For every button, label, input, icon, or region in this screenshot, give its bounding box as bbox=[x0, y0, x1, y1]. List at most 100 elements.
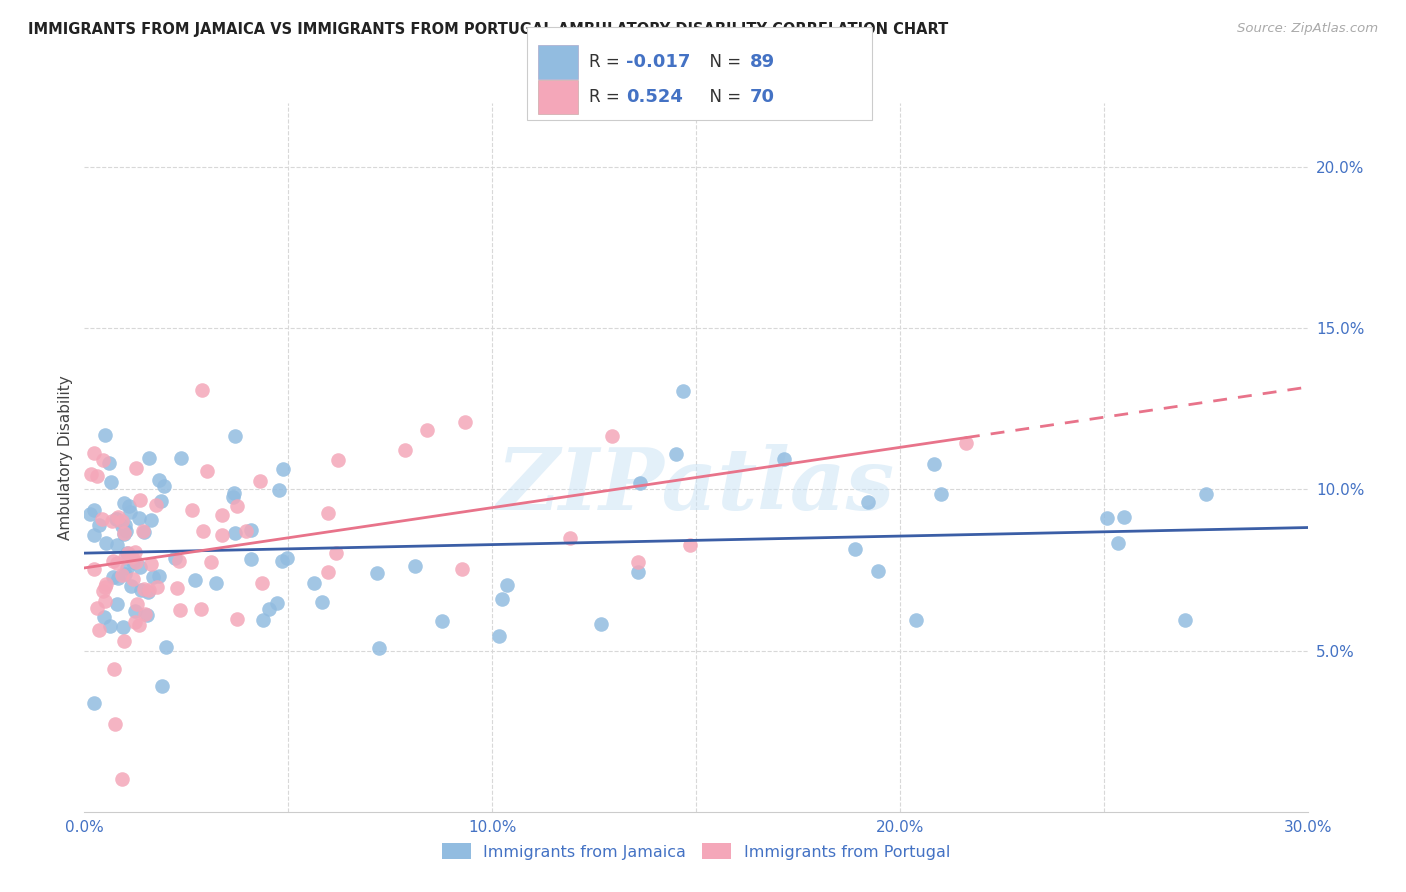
Point bbox=[600, 428, 623, 442]
Text: Source: ZipAtlas.com: Source: ZipAtlas.com bbox=[1237, 22, 1378, 36]
Point bbox=[114, 549, 136, 564]
Point bbox=[235, 524, 257, 538]
Point bbox=[121, 555, 143, 569]
Point bbox=[94, 594, 117, 608]
Point bbox=[240, 552, 263, 566]
Point bbox=[114, 566, 136, 581]
Point bbox=[83, 446, 105, 460]
Point bbox=[120, 578, 142, 592]
Point bbox=[155, 640, 177, 654]
Point bbox=[451, 562, 474, 576]
Point bbox=[91, 583, 114, 598]
Point bbox=[110, 772, 132, 787]
Text: IMMIGRANTS FROM JAMAICA VS IMMIGRANTS FROM PORTUGAL AMBULATORY DISABILITY CORREL: IMMIGRANTS FROM JAMAICA VS IMMIGRANTS FR… bbox=[28, 22, 949, 37]
Point bbox=[211, 508, 233, 523]
Point bbox=[101, 514, 124, 528]
Point bbox=[105, 537, 128, 551]
Point bbox=[104, 512, 127, 526]
Point bbox=[184, 573, 207, 587]
Point bbox=[83, 696, 105, 710]
Point bbox=[166, 581, 188, 595]
Point bbox=[225, 500, 247, 514]
Point bbox=[1095, 511, 1118, 525]
Point bbox=[1114, 509, 1136, 524]
Point bbox=[415, 423, 437, 437]
Point bbox=[136, 585, 159, 599]
Point bbox=[100, 475, 122, 489]
Point bbox=[112, 634, 135, 648]
Point bbox=[146, 580, 169, 594]
Text: 70: 70 bbox=[749, 88, 775, 106]
Point bbox=[91, 452, 114, 467]
Point bbox=[114, 517, 136, 532]
Point bbox=[134, 607, 156, 621]
Point bbox=[181, 502, 204, 516]
Point bbox=[929, 487, 952, 501]
Point bbox=[269, 483, 291, 497]
Point bbox=[124, 461, 146, 475]
Point bbox=[225, 611, 247, 625]
Text: R =: R = bbox=[589, 88, 626, 106]
Point bbox=[105, 512, 128, 526]
Point bbox=[205, 575, 228, 590]
Point bbox=[868, 564, 890, 578]
Text: N =: N = bbox=[699, 54, 747, 71]
Point bbox=[93, 580, 115, 594]
Point bbox=[83, 503, 105, 517]
Point bbox=[115, 524, 138, 538]
Point bbox=[167, 554, 190, 568]
Point bbox=[107, 572, 129, 586]
Point bbox=[163, 551, 186, 566]
Point bbox=[105, 556, 128, 570]
Point bbox=[111, 519, 134, 533]
Point bbox=[250, 576, 273, 591]
Point bbox=[132, 582, 155, 596]
Point bbox=[190, 602, 212, 616]
Point bbox=[112, 620, 135, 634]
Point bbox=[134, 524, 156, 539]
Point bbox=[98, 456, 121, 470]
Point bbox=[115, 547, 138, 561]
Point bbox=[125, 597, 148, 611]
Point bbox=[904, 613, 927, 627]
Point bbox=[94, 428, 117, 442]
Point bbox=[191, 524, 214, 538]
Point bbox=[107, 509, 129, 524]
Point bbox=[83, 528, 105, 542]
Point bbox=[276, 550, 298, 565]
Point bbox=[394, 443, 416, 458]
Text: -0.017: -0.017 bbox=[626, 54, 690, 71]
Point bbox=[488, 629, 510, 643]
Point bbox=[121, 550, 143, 565]
Point bbox=[141, 557, 163, 571]
Point bbox=[86, 601, 108, 615]
Point bbox=[311, 595, 333, 609]
Point bbox=[125, 555, 148, 569]
Point bbox=[138, 450, 160, 465]
Point bbox=[200, 556, 222, 570]
Point bbox=[79, 507, 101, 521]
Point bbox=[153, 479, 176, 493]
Point bbox=[366, 566, 388, 580]
Point bbox=[665, 447, 688, 461]
Point bbox=[150, 679, 173, 693]
Point bbox=[148, 569, 170, 583]
Point bbox=[240, 523, 263, 537]
Point bbox=[124, 615, 146, 629]
Point bbox=[252, 613, 274, 627]
Point bbox=[316, 506, 339, 520]
Point bbox=[1107, 535, 1129, 549]
Point bbox=[679, 538, 702, 552]
Point bbox=[404, 559, 426, 574]
Point bbox=[560, 531, 582, 545]
Point bbox=[93, 610, 115, 624]
Point bbox=[122, 572, 145, 586]
Point bbox=[117, 561, 139, 575]
Point bbox=[224, 429, 246, 443]
Point bbox=[101, 570, 124, 584]
Point bbox=[1174, 614, 1197, 628]
Point bbox=[132, 524, 155, 538]
Point bbox=[129, 560, 152, 574]
Text: ZIPatlas: ZIPatlas bbox=[496, 443, 896, 527]
Point bbox=[211, 528, 233, 542]
